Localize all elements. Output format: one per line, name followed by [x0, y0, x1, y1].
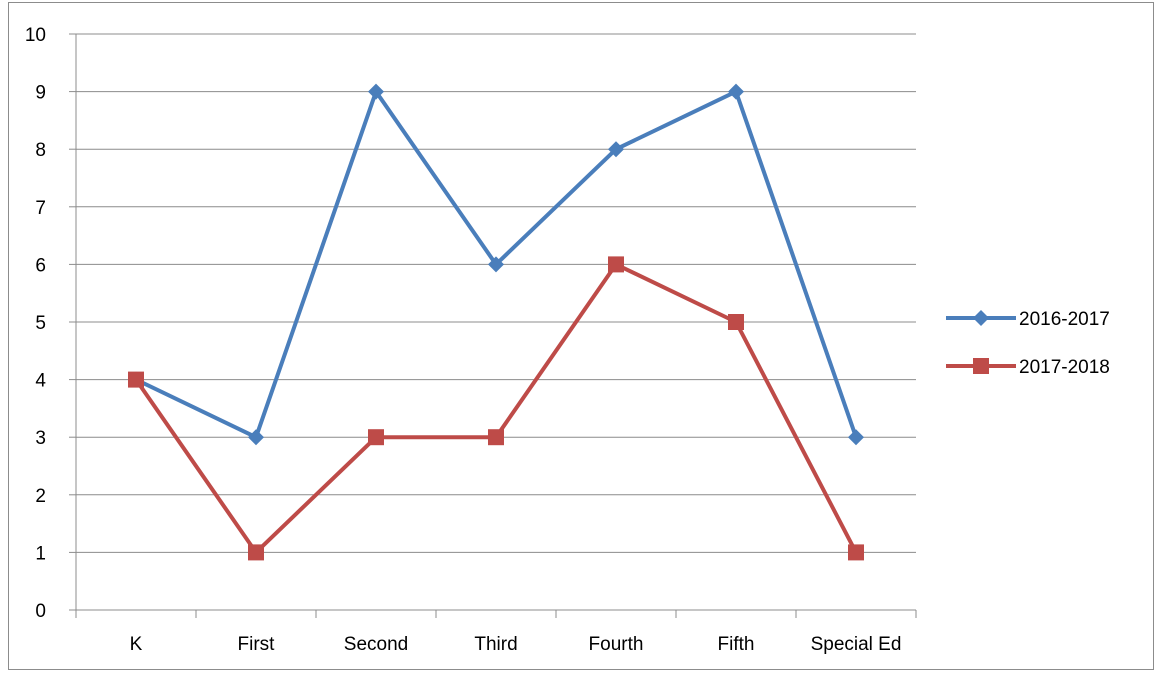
data-point: [848, 429, 864, 446]
legend-marker: [973, 358, 989, 374]
x-tick-label: First: [238, 634, 276, 655]
data-point: [608, 256, 624, 273]
y-tick-label: 9: [35, 83, 46, 104]
y-tick-label: 4: [35, 371, 46, 392]
data-point: [848, 544, 864, 561]
data-point: [728, 314, 744, 330]
legend-label: 2016-2017: [1019, 309, 1110, 330]
y-tick-label: 10: [25, 25, 46, 46]
y-tick-labels: 0 1 2 3 4 5 6 7 8 9 10: [25, 25, 47, 622]
legend-marker: [973, 310, 989, 326]
y-tick-label: 6: [35, 255, 46, 276]
y-tick-label: 2: [35, 486, 46, 507]
legend-label: 2017-2018: [1019, 357, 1110, 378]
y-tick-label: 1: [35, 543, 46, 564]
data-point: [488, 256, 504, 273]
chart-frame: [8, 2, 1154, 670]
x-tick-label: Third: [474, 634, 517, 655]
x-tick-label: Fourth: [589, 634, 644, 655]
legend-item: 2017-2018: [946, 357, 1110, 378]
data-point: [608, 141, 624, 158]
x-tick-label: Special Ed: [811, 634, 902, 655]
x-tick-labels: K First Second Third Fourth Fifth Special Ed: [130, 634, 902, 655]
x-tick-label: Fifth: [718, 634, 755, 655]
y-tick-label: 0: [35, 601, 46, 622]
x-tick-label: K: [130, 634, 143, 655]
y-tick-label: 3: [35, 428, 46, 449]
series-2017-2018: [128, 256, 864, 561]
data-point: [368, 429, 384, 446]
data-point: [488, 429, 504, 446]
series-line: [134, 262, 858, 555]
data-point: [248, 429, 264, 446]
y-tick-label: 8: [35, 140, 46, 161]
data-point: [248, 544, 264, 561]
y-tick-label: 7: [35, 198, 46, 219]
data-point: [368, 83, 384, 100]
x-tick-label: Second: [344, 634, 408, 655]
y-tick-label: 5: [35, 313, 46, 334]
series: [128, 83, 864, 561]
data-point: [728, 83, 744, 100]
data-point: [128, 371, 144, 388]
legend: 2016-2017 2017-2018: [946, 309, 1110, 378]
axes: [69, 33, 917, 618]
legend-item: 2016-2017: [946, 309, 1110, 330]
